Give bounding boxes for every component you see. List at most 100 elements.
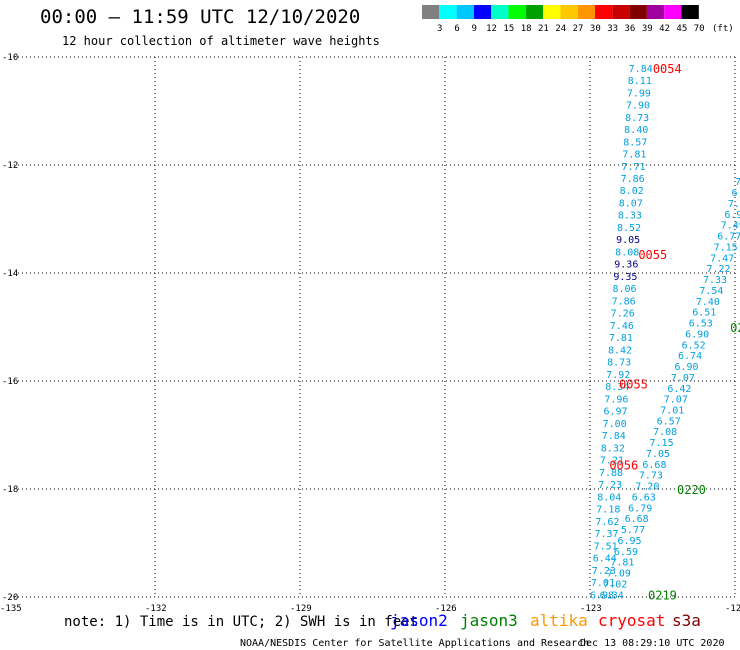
wave-height-value: 5.77 (621, 525, 645, 536)
wave-height-value: 7.26 (611, 309, 635, 320)
wave-height-value: 7.07 (664, 395, 688, 406)
legend-swatch (439, 5, 457, 19)
wave-height-value: 8.06 (612, 284, 636, 295)
lon-label: -129 (290, 604, 312, 614)
wave-height-value: 7.99 (627, 88, 651, 99)
lon-label: -126 (435, 604, 457, 614)
wave-height-value: 6.34 (600, 590, 624, 601)
wave-height-value: 7.20 (635, 482, 659, 493)
wave-height-value: 8.02 (620, 186, 644, 197)
legend-tick-label: 6 (454, 24, 459, 34)
legend-tick-label: 18 (521, 24, 532, 34)
wave-height-value: 8.73 (625, 113, 649, 124)
wave-height-value: 6.42 (667, 384, 691, 395)
wave-height-value: 8.34 (605, 382, 629, 393)
legend-tick-label: 30 (590, 24, 601, 34)
legend-tick-label: 21 (538, 24, 549, 34)
wave-height-value: 6.90 (674, 362, 698, 373)
satellite-name: jason2 (390, 611, 448, 630)
pass-time-label: 0054 (653, 62, 682, 76)
lon-label: -123 (580, 604, 602, 614)
legend-tick-label: 9 (472, 24, 477, 34)
wave-height-value: 8.57 (623, 137, 647, 148)
wave-height-value: 9.05 (616, 235, 640, 246)
lon-label: -135 (0, 604, 22, 614)
wave-height-value: 8.42 (608, 345, 632, 356)
track-layer: 7.848.117.997.908.738.408.577.817.717.86… (590, 62, 740, 602)
legend-swatch (543, 5, 561, 19)
legend-tick-label: 3 (437, 24, 442, 34)
wave-height-value: 6.98 (590, 590, 614, 601)
legend-tick-label: 15 (503, 24, 514, 34)
map-grid: -10 -12 -14 -16 -18 -20-135 -132 -129 -126 -123 -1… (0, 53, 740, 614)
wave-height-value: 7.92 (606, 370, 630, 381)
wave-height-value: 7.86 (612, 296, 636, 307)
lat-label: -16 (2, 377, 18, 387)
wave-height-value: 7.08 (653, 427, 677, 438)
wave-height-value: 9.36 (614, 260, 638, 271)
wave-height-value: 9.35 (613, 272, 637, 283)
wave-height-value: 8.07 (619, 198, 643, 209)
wave-height-value: 7.23 (598, 480, 622, 491)
wave-height-value: 8.33 (618, 211, 642, 222)
wave-height-value: 7.81 (609, 333, 633, 344)
pass-time-label: 0055 (638, 248, 667, 262)
wave-height-value: 7.01 (591, 578, 615, 589)
wave-height-value: 6.74 (678, 351, 702, 362)
legend-swatch (577, 5, 595, 19)
wave-height-value: 6.9 (724, 210, 740, 221)
wave-height-value: 7.96 (604, 394, 628, 405)
wave-height-value: 8.08 (615, 247, 639, 258)
satellite-name: altika (530, 611, 588, 630)
lat-label: -14 (2, 269, 18, 279)
legend-swatch (456, 5, 474, 19)
wave-height-value: 7.09 (607, 569, 631, 580)
wave-height-value: 7.22 (707, 264, 731, 275)
wave-height-value: 7.01 (660, 405, 684, 416)
legend-swatch (629, 5, 647, 19)
wave-height-value: 7.37 (594, 529, 618, 540)
wave-height-value: 6.77 (717, 232, 740, 243)
legend-swatch (612, 5, 630, 19)
legend-swatch (422, 5, 440, 19)
wave-height-value: 7.02 (603, 579, 627, 590)
wave-height-value: 7.49 (721, 221, 740, 232)
legend-swatch (491, 5, 509, 19)
wave-height-value: 6. (731, 188, 740, 199)
footer: note: 1) Time is in UTC; 2) SWH is in fe… (64, 611, 725, 649)
wave-height-value: 8.32 (601, 443, 625, 454)
legend-tick-label: 27 (573, 24, 584, 34)
legend-tick-label: 12 (486, 24, 497, 34)
wave-height-value: 7.81 (610, 558, 634, 569)
wave-height-value: 6.97 (603, 407, 627, 418)
legend-swatch (525, 5, 544, 19)
lat-label: -10 (2, 53, 18, 63)
legend-tick-label: 45 (676, 24, 687, 34)
legend-swatch (473, 5, 492, 19)
wave-height-value: 8.04 (597, 492, 621, 503)
wave-height-value: 7.88 (599, 468, 623, 479)
wave-height-value: 8.52 (617, 223, 641, 234)
page-subtitle: 12 hour collection of altimeter wave hei… (62, 34, 380, 48)
legend-tick-label: 39 (642, 24, 653, 34)
satellite-legend: jason2 jason3 altika cryosat s3a (390, 611, 701, 630)
wave-height-value: 6.79 (628, 503, 652, 514)
wave-height-value: 7. (735, 177, 740, 188)
wave-height-value: 7.15 (650, 438, 674, 449)
legend-swatch (646, 5, 665, 19)
legend-unit-label: (ft) (712, 24, 734, 34)
wave-height-value: 6.95 (617, 536, 641, 547)
lon-label: -132 (145, 604, 167, 614)
lat-label: -18 (2, 485, 18, 495)
wave-height-value: 7.46 (610, 321, 634, 332)
wave-height-value: 7.47 (710, 253, 734, 264)
wave-height-value: 6.68 (625, 514, 649, 525)
wave-height-value: 7.15 (714, 242, 738, 253)
wave-height-value: 8.73 (607, 358, 631, 369)
wave-height-value: 6.90 (685, 329, 709, 340)
wave-height-value: 7.54 (699, 286, 723, 297)
credit-text: NOAA/NESDIS Center for Satellite Applica… (240, 638, 589, 649)
wave-height-value: 6.52 (682, 340, 706, 351)
pass-time-label: 0220 (677, 483, 706, 497)
